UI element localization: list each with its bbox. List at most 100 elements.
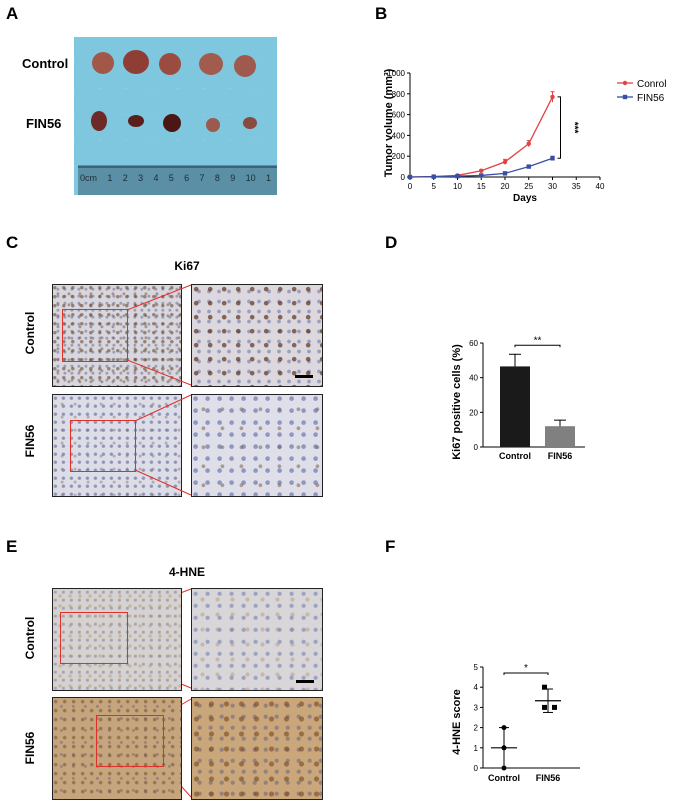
y-tick-label: 0 [401, 173, 406, 182]
data-point [502, 159, 508, 165]
ruler-tick: 1 [265, 173, 271, 183]
legend-marker [622, 80, 628, 86]
ruler-tick: 8 [214, 173, 220, 183]
chart-f-ylabel: 4-HNE score [451, 689, 463, 754]
panel-label-b: B [375, 4, 388, 23]
x-tick-label: Control [499, 451, 531, 461]
x-tick-label: 0 [408, 182, 413, 191]
hne-control-zoom [191, 588, 323, 691]
chart-f: 4-HNE score 0 1 2 3 4 5 Control FIN56 * [451, 663, 580, 783]
ruler-tick: 10 [245, 173, 256, 183]
panel-e-control-label: Control [23, 616, 37, 660]
x-tick-label: 35 [572, 182, 581, 191]
x-tick-label: 10 [453, 182, 462, 191]
y-tick-label: 20 [469, 408, 478, 417]
y-tick-label: 60 [469, 339, 478, 348]
ruler-tick: 2 [122, 173, 128, 183]
significance-mark: * [524, 663, 528, 674]
x-tick-label: 25 [524, 182, 533, 191]
data-point [552, 704, 557, 710]
tumor-photo-graphic [78, 50, 277, 195]
chart-b: Tumor volume (mm³) Days 0 5 10 15 20 25 30 35 40… [383, 68, 666, 204]
data-point [501, 765, 507, 771]
data-point [502, 171, 508, 176]
panel-a-control-label: Control [22, 56, 69, 71]
data-point [526, 141, 531, 146]
y-tick-label: 3 [474, 703, 479, 712]
hne-fin56-roi [96, 715, 164, 767]
chart-d: Ki67 positive cells (%) 0 20 40 60 Control FI… [451, 335, 585, 461]
ki67-fin56-zoom [191, 394, 323, 497]
x-tick-label: 5 [432, 182, 437, 191]
panel-label-c: C [6, 233, 19, 252]
data-point [407, 174, 413, 180]
data-point [526, 164, 531, 169]
x-tick-label: FIN56 [548, 451, 573, 461]
panel-label-f: F [385, 537, 396, 556]
y-tick-label: 400 [392, 131, 406, 140]
chart-b-xlabel: Days [513, 193, 537, 204]
significance-bracket [514, 344, 561, 348]
significance-bracket [557, 96, 561, 159]
y-tick-label: 40 [469, 374, 478, 383]
ruler-tick: 5 [168, 173, 174, 183]
data-point [501, 745, 507, 751]
significance-mark: ** [534, 335, 542, 346]
significance-mark: *** [569, 122, 580, 134]
data-point [542, 704, 547, 710]
ruler-tick: 4 [153, 173, 159, 183]
ruler-tick: 0cm [80, 173, 98, 183]
data-point [455, 173, 460, 179]
legend-label: FIN56 [637, 93, 665, 104]
ruler-tick: 9 [230, 173, 236, 183]
ki67-fin56-roi [70, 420, 136, 472]
hne-control-roi [60, 612, 128, 664]
data-point [501, 725, 507, 731]
bar [500, 366, 530, 447]
y-tick-label: 4 [474, 683, 479, 692]
panel-e-title: 4-HNE [168, 565, 205, 579]
y-tick-label: 800 [392, 90, 406, 99]
chart-b-ylabel: Tumor volume (mm³) [383, 68, 395, 177]
ruler-tick: 6 [184, 173, 190, 183]
y-tick-label: 0 [474, 764, 479, 773]
scale-bar [295, 375, 313, 378]
y-tick-label: 5 [474, 663, 479, 672]
ki67-control-roi [62, 309, 128, 362]
panel-label-d: D [385, 233, 398, 252]
ruler-tick: 7 [199, 173, 205, 183]
x-tick-label: 15 [477, 182, 486, 191]
panel-label-a: A [6, 4, 19, 23]
y-tick-label: 200 [392, 152, 406, 161]
panel-label-e: E [6, 537, 18, 556]
data-point [479, 168, 484, 173]
panel-c-title: Ki67 [174, 259, 200, 273]
tumor-photo: 0cm 1 2 3 4 5 6 7 8 9 10 1 [74, 37, 277, 195]
bar [545, 426, 575, 447]
series-line [409, 96, 554, 178]
ruler: 0cm 1 2 3 4 5 6 7 8 9 10 1 [74, 173, 277, 191]
y-tick-label: 0 [474, 443, 479, 452]
chart-d-ylabel: Ki67 positive cells (%) [451, 344, 463, 460]
legend-label: Conrol [637, 79, 666, 90]
panel-e-fin56-label: FIN56 [23, 731, 37, 765]
data-point [431, 174, 436, 179]
hne-fin56-zoom [191, 697, 323, 800]
x-tick-label: 40 [596, 182, 605, 191]
x-tick-label: 30 [548, 182, 557, 191]
hne-fin56-overview [52, 697, 182, 800]
hne-control-overview [52, 588, 182, 691]
y-tick-label: 1000 [387, 69, 405, 78]
panel-a-fin56-label: FIN56 [26, 116, 62, 131]
data-point [542, 684, 547, 690]
ki67-control-zoom [191, 284, 323, 387]
scale-bar [296, 680, 314, 683]
panel-c-control-label: Control [23, 311, 37, 355]
data-point [550, 94, 555, 100]
x-tick-label: FIN56 [536, 773, 561, 783]
ruler-tick: 3 [138, 173, 144, 183]
panel-c-fin56-label: FIN56 [23, 424, 37, 458]
y-tick-label: 2 [474, 724, 479, 733]
data-point [479, 173, 484, 178]
legend-marker [622, 94, 628, 100]
